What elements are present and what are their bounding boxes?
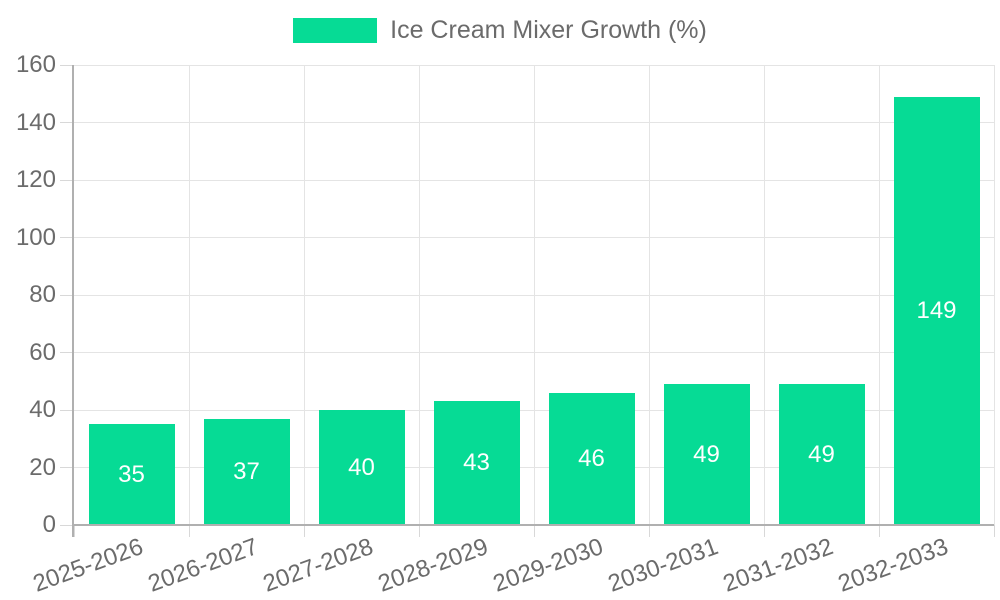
y-axis-label: 80 xyxy=(29,281,56,308)
y-axis-label: 40 xyxy=(29,396,56,423)
bar[interactable] xyxy=(433,401,520,525)
y-axis-tick xyxy=(60,409,74,411)
gridline xyxy=(763,65,765,525)
x-axis-label: 2031-2032 xyxy=(719,533,837,598)
y-axis-label: 0 xyxy=(42,511,56,538)
y-axis-tick xyxy=(60,294,74,296)
gridline xyxy=(418,65,420,525)
y-axis-tick xyxy=(60,237,74,238)
x-axis-tick xyxy=(993,525,995,537)
y-axis-label: 140 xyxy=(15,108,56,136)
bar-value-label: 49 xyxy=(808,440,835,468)
bar[interactable] xyxy=(893,96,980,525)
legend-label: Ice Cream Mixer Growth (%) xyxy=(390,15,707,44)
y-axis-label: 100 xyxy=(15,223,56,251)
x-axis-tick xyxy=(878,525,880,537)
x-axis-tick xyxy=(533,525,535,537)
y-axis-tick xyxy=(60,179,74,181)
gridline xyxy=(878,65,880,525)
bar-value-label: 35 xyxy=(118,460,145,488)
y-axis-label: 160 xyxy=(15,51,56,78)
bar[interactable] xyxy=(778,384,865,525)
gridline xyxy=(188,65,190,525)
bar-value-label: 149 xyxy=(916,296,957,324)
x-axis-label: 2027-2028 xyxy=(259,533,377,598)
x-axis-tick xyxy=(188,525,190,537)
x-axis-line xyxy=(72,524,994,526)
y-axis-tick xyxy=(60,524,74,526)
x-axis-label: 2028-2029 xyxy=(374,533,492,598)
gridline xyxy=(648,65,650,525)
x-axis-label: 2029-2030 xyxy=(489,533,607,598)
bar[interactable] xyxy=(203,418,290,525)
y-axis-label: 120 xyxy=(15,166,56,193)
gridline xyxy=(303,65,305,525)
chart-legend: Ice Cream Mixer Growth (%) xyxy=(0,16,1000,44)
legend-swatch xyxy=(293,17,378,43)
gridline xyxy=(533,65,535,525)
y-axis-label: 60 xyxy=(29,338,56,366)
x-axis-label: 2032-2033 xyxy=(834,533,952,598)
gridline xyxy=(993,65,995,525)
y-axis-line xyxy=(72,65,74,537)
x-axis-tick xyxy=(73,525,75,537)
x-axis-tick xyxy=(763,525,765,537)
bar-value-label: 43 xyxy=(463,449,490,477)
y-axis-tick xyxy=(60,64,74,66)
bar[interactable] xyxy=(663,384,750,525)
bar-value-label: 40 xyxy=(348,453,375,481)
bar[interactable] xyxy=(318,410,405,525)
x-axis-label: 2026-2027 xyxy=(144,533,262,598)
bar-value-label: 37 xyxy=(233,457,260,485)
bar[interactable] xyxy=(88,424,175,525)
x-axis-tick xyxy=(303,525,305,537)
bar[interactable] xyxy=(548,392,635,525)
x-axis-tick xyxy=(648,525,650,537)
y-axis-tick xyxy=(60,122,74,123)
x-axis-label: 2025-2026 xyxy=(29,533,147,598)
x-axis-label: 2030-2031 xyxy=(604,533,722,598)
y-axis-tick xyxy=(60,352,74,353)
y-axis-label: 20 xyxy=(29,453,56,481)
bar-value-label: 49 xyxy=(693,440,720,468)
bar-value-label: 46 xyxy=(578,444,605,472)
x-axis-tick xyxy=(418,525,420,537)
y-axis-tick xyxy=(60,467,74,468)
